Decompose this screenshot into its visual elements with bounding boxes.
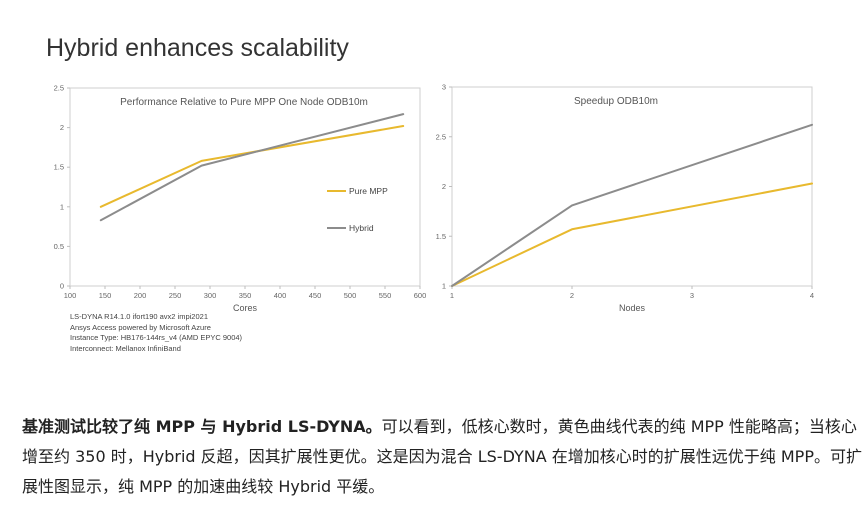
x-tick-label: 1: [450, 291, 454, 300]
data-point-hybrid: [402, 113, 405, 115]
footnote-line: Instance Type: HB176-144rs_v4 (AMD EPYC …: [70, 333, 243, 342]
speedup-chart: 1 1.5 2 2.5 3 1 2 3 4 Speedup ODB10m Nodes: [436, 83, 815, 314]
data-point-hybrid: [200, 164, 203, 167]
caption-text: 可以看到，低核心数时，黄色曲线代表的纯 MPP 性能略高；当核心增至约 350 …: [22, 417, 862, 496]
x-tick-label: 500: [344, 291, 357, 300]
series-line-pure-mpp: [451, 182, 813, 287]
legend-label: Hybrid: [349, 223, 374, 233]
slide-title: Hybrid enhances scalability: [46, 34, 349, 62]
data-point-pure-mpp: [100, 206, 102, 208]
plot-frame: [451, 86, 813, 287]
data-point-hybrid: [811, 124, 813, 126]
x-tick-label: 200: [134, 291, 147, 300]
x-tick-label: 350: [239, 291, 252, 300]
footnote-line: Ansys Access powered by Microsoft Azure: [70, 322, 211, 332]
y-tick-label: 2: [442, 182, 446, 191]
x-tick-label: 300: [204, 291, 217, 300]
x-tick-label: 4: [810, 291, 814, 300]
x-axis-label: Cores: [233, 303, 258, 313]
x-tick-label: 450: [309, 291, 322, 300]
x-tick-label: 3: [690, 291, 694, 300]
chart-title: Performance Relative to Pure MPP One Nod…: [120, 97, 368, 108]
x-tick-label: 150: [99, 291, 112, 300]
chart-title: Speedup ODB10m: [574, 96, 658, 107]
y-tick-label: 2: [60, 123, 64, 132]
footnote-line: Interconnect: Mellanox InfiniBand: [70, 343, 181, 353]
data-point-pure-mpp: [402, 125, 405, 127]
y-tick-label: 1: [60, 202, 64, 211]
data-point-pure-mpp: [200, 160, 203, 162]
x-tick-label: 600: [414, 291, 427, 300]
x-tick-label: 250: [169, 291, 182, 300]
legend-label: Pure MPP: [349, 186, 388, 196]
y-tick-label: 0.5: [54, 242, 64, 251]
y-tick-label: 2.5: [54, 84, 64, 93]
y-tick-label: 1: [442, 282, 446, 291]
y-tick-label: 2.5: [436, 132, 446, 141]
x-tick-label: 100: [64, 291, 77, 300]
data-point-pure-mpp: [811, 182, 813, 185]
performance-chart: 0 0.5 1 1.5 2 2.5 100 150 200 250 300 350 400 450 500 5…: [54, 84, 427, 314]
caption-bold: 基准测试比较了纯 MPP 与 Hybrid LS-DYNA。: [22, 417, 382, 436]
y-tick-label: 1.5: [54, 163, 64, 172]
x-axis-label: Nodes: [619, 303, 646, 313]
data-point-hybrid: [571, 204, 573, 207]
x-tick-label: 2: [570, 291, 574, 300]
footnote: LS-DYNA R14.1.0 ifort190 avx2 impi2021 A…: [70, 312, 242, 354]
series-line-hybrid: [99, 113, 405, 222]
caption: 基准测试比较了纯 MPP 与 Hybrid LS-DYNA。可以看到，低核心数时…: [22, 412, 862, 502]
data-point-pure-mpp: [571, 228, 573, 231]
y-tick-label: 1.5: [436, 232, 446, 241]
series-line-hybrid: [451, 123, 813, 287]
footnote-line: LS-DYNA R14.1.0 ifort190 avx2 impi2021: [70, 312, 208, 321]
data-point-hybrid: [451, 285, 453, 287]
data-point-hybrid: [100, 219, 102, 222]
x-tick-label: 550: [379, 291, 392, 300]
x-tick-label: 400: [274, 291, 287, 300]
y-tick-label: 3: [442, 83, 446, 92]
y-tick-label: 0: [60, 282, 64, 291]
